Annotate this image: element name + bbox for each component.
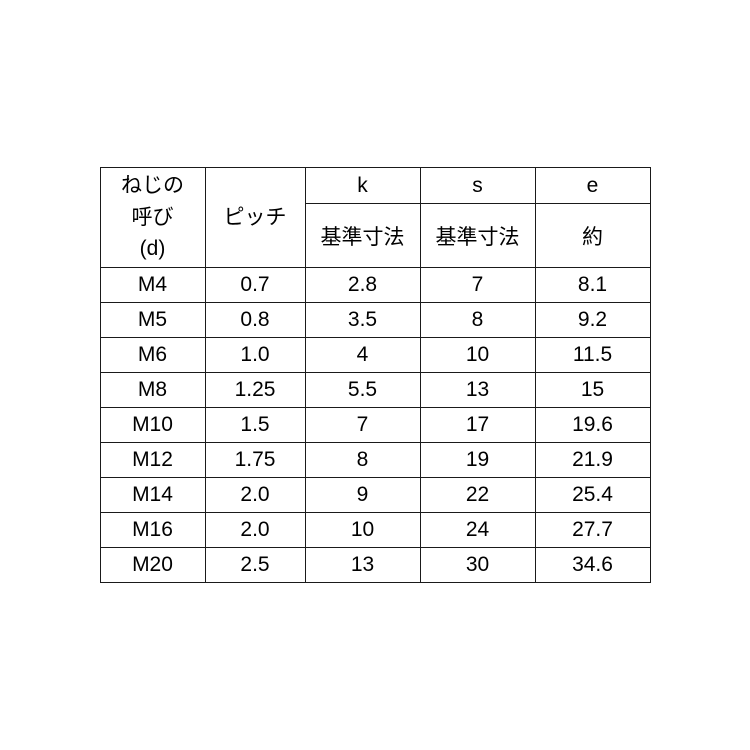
- cell-s: 7: [420, 268, 535, 303]
- header-k-sub: 基準寸法: [305, 204, 420, 268]
- cell-pitch: 0.8: [205, 303, 305, 338]
- screw-dimensions-table: ねじの 呼び (d) ピッチ k s e 基準寸法 基準寸法 約 M4 0.7 …: [100, 167, 651, 583]
- cell-d: M16: [100, 513, 205, 548]
- cell-k: 8: [305, 443, 420, 478]
- cell-s: 17: [420, 408, 535, 443]
- cell-pitch: 1.75: [205, 443, 305, 478]
- cell-k: 3.5: [305, 303, 420, 338]
- header-e: e: [535, 168, 650, 204]
- cell-pitch: 2.5: [205, 548, 305, 583]
- cell-k: 10: [305, 513, 420, 548]
- cell-pitch: 2.0: [205, 513, 305, 548]
- cell-s: 19: [420, 443, 535, 478]
- table-header: ねじの 呼び (d) ピッチ k s e 基準寸法 基準寸法 約: [100, 168, 650, 268]
- cell-e: 9.2: [535, 303, 650, 338]
- table-row: M12 1.75 8 19 21.9: [100, 443, 650, 478]
- cell-s: 10: [420, 338, 535, 373]
- cell-e: 21.9: [535, 443, 650, 478]
- table-row: M6 1.0 4 10 11.5: [100, 338, 650, 373]
- cell-k: 2.8: [305, 268, 420, 303]
- table-row: M10 1.5 7 17 19.6: [100, 408, 650, 443]
- cell-pitch: 2.0: [205, 478, 305, 513]
- cell-d: M5: [100, 303, 205, 338]
- table-row: M14 2.0 9 22 25.4: [100, 478, 650, 513]
- cell-e: 27.7: [535, 513, 650, 548]
- table-body: M4 0.7 2.8 7 8.1 M5 0.8 3.5 8 9.2 M6 1.0…: [100, 268, 650, 583]
- cell-d: M20: [100, 548, 205, 583]
- header-k: k: [305, 168, 420, 204]
- cell-k: 4: [305, 338, 420, 373]
- cell-k: 7: [305, 408, 420, 443]
- header-d-line2: 呼び: [101, 202, 205, 234]
- cell-e: 25.4: [535, 478, 650, 513]
- cell-pitch: 1.0: [205, 338, 305, 373]
- cell-s: 24: [420, 513, 535, 548]
- header-d-line3: (d): [101, 233, 205, 265]
- table-row: M4 0.7 2.8 7 8.1: [100, 268, 650, 303]
- cell-e: 34.6: [535, 548, 650, 583]
- header-d: ねじの 呼び (d): [100, 168, 205, 268]
- header-d-line1: ねじの: [101, 170, 205, 202]
- cell-s: 8: [420, 303, 535, 338]
- cell-e: 11.5: [535, 338, 650, 373]
- cell-d: M8: [100, 373, 205, 408]
- cell-s: 30: [420, 548, 535, 583]
- header-e-sub: 約: [535, 204, 650, 268]
- table-row: M5 0.8 3.5 8 9.2: [100, 303, 650, 338]
- cell-d: M10: [100, 408, 205, 443]
- cell-d: M4: [100, 268, 205, 303]
- cell-pitch: 0.7: [205, 268, 305, 303]
- cell-k: 13: [305, 548, 420, 583]
- cell-e: 15: [535, 373, 650, 408]
- cell-d: M12: [100, 443, 205, 478]
- cell-k: 5.5: [305, 373, 420, 408]
- cell-d: M6: [100, 338, 205, 373]
- table-row: M16 2.0 10 24 27.7: [100, 513, 650, 548]
- table-row: M20 2.5 13 30 34.6: [100, 548, 650, 583]
- header-s-sub: 基準寸法: [420, 204, 535, 268]
- cell-e: 19.6: [535, 408, 650, 443]
- cell-s: 13: [420, 373, 535, 408]
- cell-k: 9: [305, 478, 420, 513]
- cell-s: 22: [420, 478, 535, 513]
- cell-d: M14: [100, 478, 205, 513]
- header-pitch: ピッチ: [205, 168, 305, 268]
- cell-e: 8.1: [535, 268, 650, 303]
- header-s: s: [420, 168, 535, 204]
- table-row: M8 1.25 5.5 13 15: [100, 373, 650, 408]
- cell-pitch: 1.25: [205, 373, 305, 408]
- cell-pitch: 1.5: [205, 408, 305, 443]
